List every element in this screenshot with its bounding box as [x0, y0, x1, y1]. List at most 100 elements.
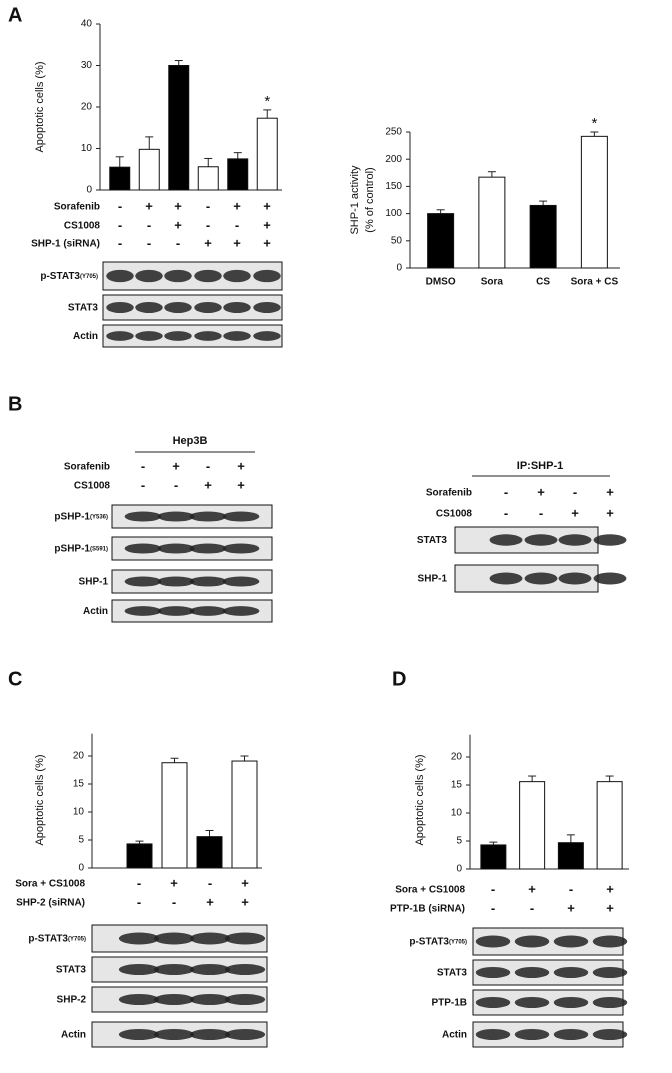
blot-name: PTP-1B	[431, 997, 467, 1008]
blot-band	[118, 1029, 160, 1040]
condition-sign: -	[118, 198, 122, 213]
condition-sign: -	[118, 235, 122, 250]
condition-sign: -	[141, 458, 145, 473]
blot-band	[106, 302, 134, 313]
y-tick-label: 250	[385, 127, 402, 138]
bar	[519, 781, 546, 870]
bar	[427, 213, 455, 269]
blot-band	[189, 543, 227, 554]
blot-name: STAT3	[437, 967, 468, 978]
y-axis-label: (% of control)	[364, 167, 376, 232]
blot-band	[475, 935, 511, 948]
y-tick-label: 40	[81, 19, 93, 30]
blot-band	[224, 1029, 266, 1040]
y-tick-label: 200	[385, 154, 402, 165]
blot-band	[135, 269, 163, 283]
blot-name: STAT3	[56, 964, 87, 975]
blot-band	[558, 534, 592, 546]
bar	[109, 166, 131, 191]
blot-name: Actin	[73, 331, 98, 342]
blot-band	[553, 997, 589, 1008]
condition-sign: +	[571, 505, 579, 520]
condition-label: SHP-1 (siRNA)	[31, 239, 100, 250]
bar	[138, 148, 160, 191]
blot-site: (Y705)	[449, 939, 467, 945]
blot-band	[222, 511, 260, 522]
condition-sign: +	[263, 217, 271, 232]
blot-band	[253, 331, 281, 341]
blot-name: STAT3	[417, 535, 448, 546]
x-tick-label: Sora	[481, 277, 504, 288]
condition-sign: -	[208, 875, 212, 890]
blot-band	[558, 572, 592, 585]
bar	[231, 760, 258, 869]
blot-band	[153, 994, 195, 1005]
condition-sign: +	[206, 894, 214, 909]
blot-name: Actin	[83, 606, 108, 617]
y-tick-label: 30	[81, 60, 93, 71]
condition-sign: -	[569, 881, 573, 896]
blot-label: pSHP-1(S591)	[54, 543, 108, 554]
condition-sign: -	[137, 894, 141, 909]
y-tick-label: 20	[81, 102, 93, 113]
bar	[480, 844, 507, 870]
condition-sign: -	[172, 894, 176, 909]
blot-band	[593, 572, 627, 585]
blot-label: SHP-1	[79, 576, 109, 587]
y-tick-label: 0	[86, 185, 92, 196]
condition-sign: -	[235, 217, 239, 232]
blot-band	[475, 997, 511, 1008]
condition-label: Sorafenib	[64, 462, 110, 473]
blot-band	[553, 967, 589, 978]
blot-label: Actin	[61, 1029, 86, 1040]
condition-sign: +	[263, 198, 271, 213]
blot-band	[475, 967, 511, 978]
blot-frame	[102, 324, 283, 348]
blot-band	[124, 576, 162, 587]
condition-sign: +	[606, 881, 614, 896]
condition-sign: -	[141, 477, 145, 492]
condition-sign: +	[528, 881, 536, 896]
blot-name: pSHP-1	[54, 543, 90, 554]
blot-name: SHP-1	[418, 573, 448, 584]
blot-band	[524, 572, 558, 585]
blot-band	[164, 302, 192, 313]
blot-band	[514, 1029, 550, 1040]
blot-label: SHP-1	[418, 573, 448, 584]
y-tick-label: 15	[451, 780, 463, 791]
blot-band	[189, 932, 231, 945]
blot-band	[514, 967, 550, 978]
condition-sign: -	[530, 900, 534, 915]
panel-label: C	[8, 668, 22, 690]
condition-label: CS1008	[74, 481, 111, 492]
blot-name: Actin	[61, 1029, 86, 1040]
blot-name: p-STAT3	[28, 933, 68, 944]
blot-site: (S591)	[90, 546, 108, 552]
condition-sign: -	[147, 217, 151, 232]
blot-band	[553, 1029, 589, 1040]
bar	[161, 762, 188, 869]
blot-band	[153, 964, 195, 975]
x-tick-label: CS	[536, 277, 550, 288]
blot-label: p-STAT3(Y705)	[28, 933, 86, 944]
y-axis-label: Apoptotic cells (%)	[34, 61, 46, 152]
blot-band	[194, 331, 222, 341]
condition-label: Sora + CS1008	[15, 879, 85, 890]
blot-site: (Y536)	[90, 514, 108, 520]
blot-band	[189, 576, 227, 587]
blot-band	[592, 997, 628, 1008]
bar	[196, 836, 223, 869]
condition-sign: -	[176, 235, 180, 250]
blot-band	[153, 932, 195, 945]
blot-band	[224, 964, 266, 975]
blot-band	[106, 331, 134, 341]
bar	[256, 117, 278, 191]
significance-mark: *	[591, 115, 597, 132]
condition-sign: +	[567, 900, 575, 915]
blot-band	[489, 534, 523, 546]
blot-band	[224, 932, 266, 945]
condition-sign: -	[118, 217, 122, 232]
blot-band	[189, 994, 231, 1005]
blot-band	[189, 606, 227, 616]
condition-sign: +	[537, 484, 545, 499]
